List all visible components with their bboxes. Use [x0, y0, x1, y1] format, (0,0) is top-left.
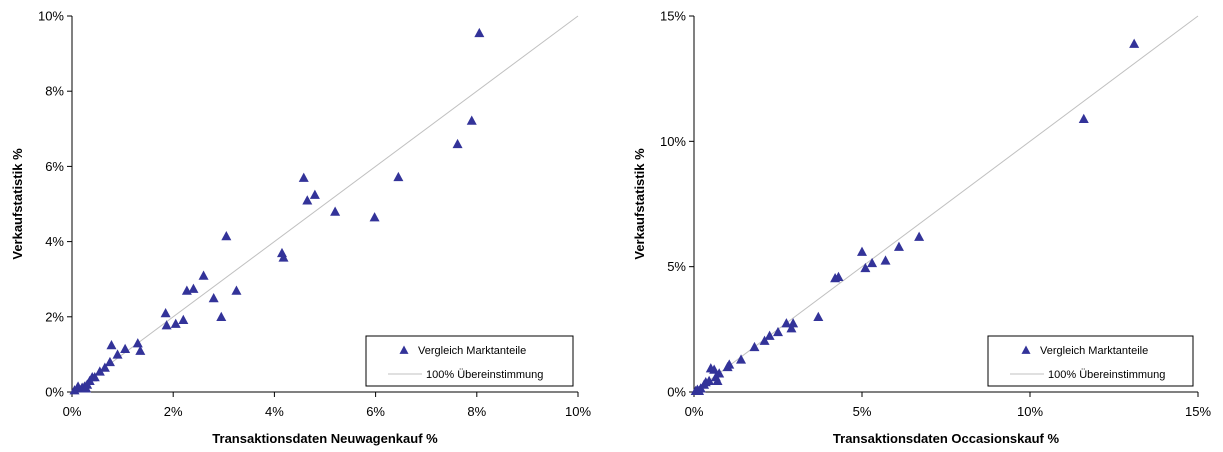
y-tick-label: 8%	[45, 84, 64, 99]
legend-label-points: Vergleich Marktanteile	[418, 345, 526, 357]
x-tick-label: 6%	[366, 404, 385, 419]
data-point-triangle	[231, 285, 242, 295]
data-point-triangle	[781, 318, 792, 328]
x-tick-label: 10%	[565, 404, 591, 419]
data-point-triangle	[135, 345, 146, 355]
data-point-triangle	[773, 326, 783, 337]
data-point-triangle	[198, 270, 209, 280]
legend-box	[365, 335, 574, 387]
data-point-triangle	[221, 230, 232, 241]
y-tick-label: 2%	[45, 309, 64, 324]
data-point-triangle	[208, 293, 219, 303]
data-point-triangle	[466, 115, 477, 125]
data-point-triangle	[857, 246, 867, 256]
chart-1: 0% 2% 4% 6% 8% 10% 0% 2% 4% 6% 8% 10% Transaktionsda…	[10, 9, 591, 447]
data-point-triangle	[786, 323, 797, 333]
data-point-triangle	[104, 356, 115, 367]
x-tick-label: 10%	[1017, 404, 1043, 419]
x-tick-label: 5%	[853, 404, 872, 419]
data-point-triangle	[452, 138, 463, 149]
data-point-triangle	[709, 364, 720, 374]
data-point-triangle	[712, 375, 723, 385]
data-point-triangle	[161, 320, 172, 330]
y-tick-label: 4%	[45, 234, 64, 249]
data-point-triangle	[764, 330, 775, 340]
data-point-triangle	[736, 354, 747, 364]
data-point-triangle	[302, 195, 313, 205]
data-point-triangle	[749, 341, 760, 352]
data-point-triangle	[788, 318, 799, 328]
legend-triangle-icon	[1021, 345, 1031, 354]
legend-label-points: Vergleich Marktanteile	[1040, 345, 1148, 357]
y-tick-label: 5%	[667, 259, 686, 274]
legend-label-line: 100% Übereinstimmung	[426, 369, 543, 381]
data-point-triangle	[278, 252, 289, 262]
y-tick-label: 0%	[45, 385, 64, 400]
data-point-triangle	[1129, 38, 1140, 48]
x-tick-label: 0%	[685, 404, 704, 419]
data-point-triangle	[160, 308, 171, 318]
data-point-triangle	[759, 335, 770, 345]
data-point-triangle	[112, 349, 123, 359]
x-tick-label: 8%	[467, 404, 486, 419]
data-point-triangle	[880, 255, 891, 265]
data-point-triangle	[860, 262, 871, 273]
data-point-triangle	[724, 359, 735, 369]
legend-label-line: 100% Übereinstimmung	[1048, 369, 1165, 381]
data-point-triangle	[867, 257, 878, 268]
data-point-triangle	[393, 171, 404, 182]
data-point-triangle	[188, 283, 199, 293]
x-axis-title: Transaktionsdaten Neuwagenkauf %	[212, 431, 438, 446]
y-tick-label: 6%	[45, 159, 64, 174]
data-point-triangle	[704, 375, 715, 385]
data-point-triangle	[1078, 113, 1089, 124]
y-axis-title: Verkaufstatistik %	[10, 148, 25, 260]
x-tick-label: 4%	[265, 404, 284, 419]
y-tick-label: 15%	[660, 9, 686, 24]
data-point-triangle	[216, 311, 227, 322]
data-point-triangle	[330, 206, 341, 216]
data-point-triangle	[309, 189, 320, 199]
data-point-triangle	[132, 338, 143, 348]
data-point-triangle	[298, 172, 309, 182]
data-point-triangle	[99, 362, 110, 372]
reference-line-100-percent	[71, 15, 579, 393]
y-tick-label: 0%	[667, 385, 686, 400]
data-point-triangle	[914, 231, 925, 241]
data-point-triangle	[474, 27, 485, 38]
x-tick-label: 0%	[63, 404, 82, 419]
data-point-triangle	[893, 241, 904, 251]
data-point-triangle	[81, 383, 92, 393]
data-point-triangle	[714, 368, 725, 378]
x-tick-label: 2%	[164, 404, 183, 419]
data-point-triangle	[833, 271, 844, 281]
data-point-triangle	[120, 343, 131, 354]
data-point-triangle	[170, 318, 181, 328]
data-point-triangle	[94, 366, 105, 376]
legend-triangle-icon	[399, 345, 409, 354]
data-point-triangle	[369, 212, 380, 222]
chart-2: 0% 5% 10% 15% 0% 5% 10% 15% Transaktionsdaten Oc…	[632, 9, 1211, 447]
y-axis-title: Verkaufstatistik %	[632, 148, 647, 260]
y-tick-label: 10%	[660, 134, 686, 149]
x-axis-title: Transaktionsdaten Occasionskauf %	[833, 431, 1060, 446]
data-point-triangle	[89, 371, 100, 382]
data-point-triangle	[178, 314, 189, 325]
y-tick-label: 10%	[38, 9, 64, 24]
x-tick-label: 15%	[1185, 404, 1211, 419]
legend-box	[987, 335, 1194, 387]
data-point-triangle	[813, 311, 824, 322]
data-point-triangle	[106, 340, 117, 350]
